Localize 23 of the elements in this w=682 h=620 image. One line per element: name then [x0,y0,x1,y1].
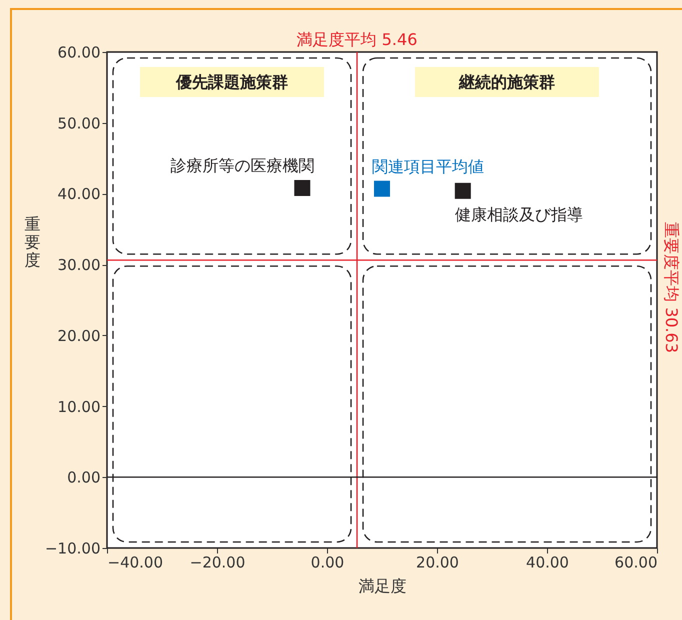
y-axis-title: 重要度 [24,214,40,270]
ref-line-label: 重要度平均 30.63 [662,222,681,353]
y-tick-label: 30.00 [58,256,100,274]
ref-line-label: 満足度平均 5.46 [296,30,418,49]
x-tick-label: −40.00 [108,554,164,572]
series-label: 健康相談及び指導 [454,204,583,224]
x-tick-label: −20.00 [190,554,246,572]
x-tick-label: 60.00 [614,554,658,572]
y-tick-label: 20.00 [58,326,100,345]
series-label: 関連項目平均値 [372,156,484,176]
y-tick-label: 50.00 [58,114,100,132]
x-tick-label: 40.00 [526,554,569,572]
x-tick-label: 20.00 [416,554,459,572]
annotation: 優先課題施策群 [175,72,288,92]
y-tick-label: 0.00 [67,468,100,487]
x-tick-label: 0.00 [310,554,344,572]
y-tick-label: 60.00 [58,44,100,62]
y-tick-label: −10.00 [44,540,100,558]
x-axis-title: 満足度 [358,576,406,596]
annotation: 継続的施策群 [458,72,556,92]
y-tick-label: 40.00 [58,185,100,204]
y-tick-label: 10.00 [58,398,100,416]
series-label: 診療所等の医療機関 [170,156,314,176]
